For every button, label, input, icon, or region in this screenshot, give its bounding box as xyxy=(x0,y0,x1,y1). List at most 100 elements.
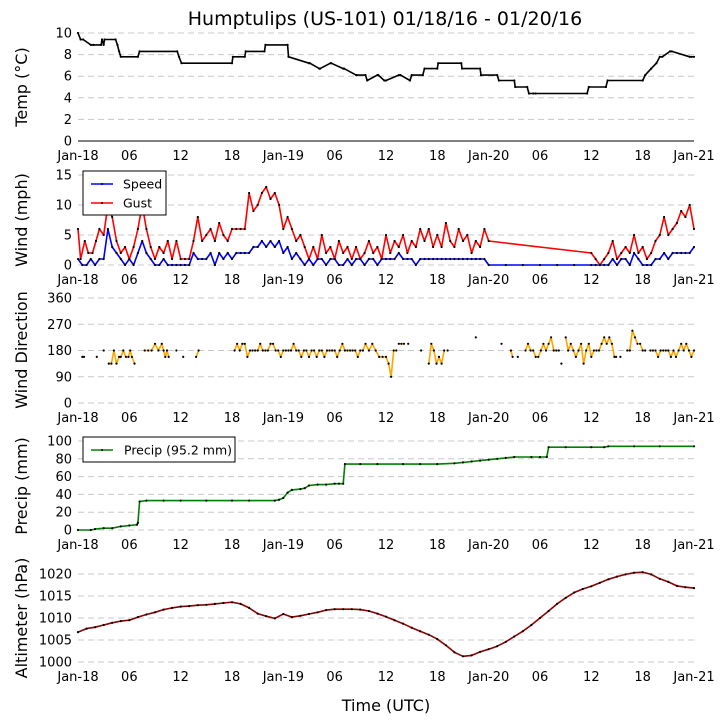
data-point xyxy=(363,251,366,255)
data-point xyxy=(256,349,259,352)
data-point xyxy=(496,645,499,648)
data-point xyxy=(372,251,375,255)
data-point xyxy=(376,263,379,267)
series-line xyxy=(77,186,695,266)
data-point xyxy=(611,257,614,261)
chart-title: Humptulips (US-101) 01/18/16 - 01/20/16 xyxy=(188,8,583,30)
data-point xyxy=(479,257,482,261)
data-point xyxy=(594,257,597,261)
data-point xyxy=(560,362,563,365)
x-tick-label: 12 xyxy=(583,273,600,288)
data-point xyxy=(437,355,441,358)
data-point xyxy=(260,191,263,195)
data-point xyxy=(92,43,95,47)
y-tick-label: 1020 xyxy=(39,568,72,583)
data-point xyxy=(372,257,375,261)
x-tick-label: 18 xyxy=(224,149,241,164)
data-point xyxy=(274,349,277,352)
x-tick-label: 06 xyxy=(532,411,549,426)
data-point xyxy=(256,203,259,207)
data-point xyxy=(265,615,268,618)
data-point xyxy=(479,74,483,77)
legend-marker xyxy=(101,183,103,185)
data-point xyxy=(102,43,105,47)
data-point xyxy=(286,245,289,249)
data-point xyxy=(213,239,216,243)
x-tick-label: 18 xyxy=(429,538,446,553)
data-point xyxy=(590,263,593,267)
data-point xyxy=(297,349,300,352)
x-tick-label: 06 xyxy=(326,273,343,288)
y-axis-label: Wind (mph) xyxy=(12,173,31,267)
y-tick-label: 0 xyxy=(64,259,72,274)
data-point xyxy=(427,227,430,231)
data-point xyxy=(592,349,596,352)
data-point xyxy=(282,227,285,231)
data-point xyxy=(649,349,652,352)
data-point xyxy=(436,257,439,261)
data-point xyxy=(606,79,609,82)
data-point xyxy=(307,484,311,487)
data-point xyxy=(265,245,268,249)
data-point xyxy=(436,67,439,70)
data-point xyxy=(406,257,409,261)
x-tick-label: Jan-20 xyxy=(467,538,509,553)
data-point xyxy=(607,251,610,255)
data-point xyxy=(659,349,662,352)
data-point xyxy=(201,239,204,243)
data-point xyxy=(624,245,627,249)
data-point xyxy=(355,74,358,77)
data-point xyxy=(674,355,678,358)
legend-label: Precip (95.2 mm) xyxy=(124,443,232,458)
data-point xyxy=(325,609,328,612)
data-point xyxy=(419,257,422,261)
data-point xyxy=(235,227,238,231)
data-point xyxy=(112,349,115,352)
data-point xyxy=(138,500,141,503)
data-point xyxy=(179,499,182,502)
data-point xyxy=(615,257,619,261)
data-point xyxy=(248,251,251,255)
x-tick-label: Jan-21 xyxy=(672,670,714,685)
x-tick-label: 06 xyxy=(532,149,549,164)
data-point xyxy=(256,612,259,615)
data-point xyxy=(436,233,439,237)
data-point xyxy=(102,527,105,530)
data-point xyxy=(526,85,529,89)
data-point xyxy=(243,342,246,345)
data-point xyxy=(443,349,446,352)
data-point xyxy=(692,587,696,590)
data-point xyxy=(661,55,664,58)
data-point xyxy=(453,651,456,654)
data-point xyxy=(366,79,369,82)
panel-temp: 0 2 4 6 8 10 Jan-18 06 12 18 Jan-19 06 12 18 Jan-20 06 1… xyxy=(12,27,715,165)
data-point xyxy=(76,528,80,532)
data-point xyxy=(364,342,367,345)
x-tick-label: 12 xyxy=(172,273,189,288)
data-point xyxy=(162,499,165,502)
data-point xyxy=(374,349,377,352)
data-point xyxy=(529,349,532,352)
x-tick-label: 18 xyxy=(224,670,241,685)
data-point xyxy=(590,251,593,255)
data-point xyxy=(119,257,122,261)
data-point xyxy=(393,239,396,243)
data-point xyxy=(116,43,119,47)
data-point xyxy=(479,245,482,249)
data-point xyxy=(496,74,499,77)
series-line xyxy=(77,571,695,658)
data-point xyxy=(650,573,653,576)
y-tick-label: 5 xyxy=(64,229,72,244)
x-tick-label: 12 xyxy=(172,411,189,426)
x-tick-label: 06 xyxy=(326,411,343,426)
data-point xyxy=(81,355,84,358)
legend: Speed Gust xyxy=(82,170,167,216)
data-point xyxy=(461,655,465,658)
data-point xyxy=(457,227,460,231)
data-point xyxy=(397,251,400,255)
data-point xyxy=(82,38,85,41)
data-point xyxy=(420,349,423,352)
data-point xyxy=(128,524,131,527)
data-point xyxy=(662,349,665,352)
data-point xyxy=(79,38,82,41)
